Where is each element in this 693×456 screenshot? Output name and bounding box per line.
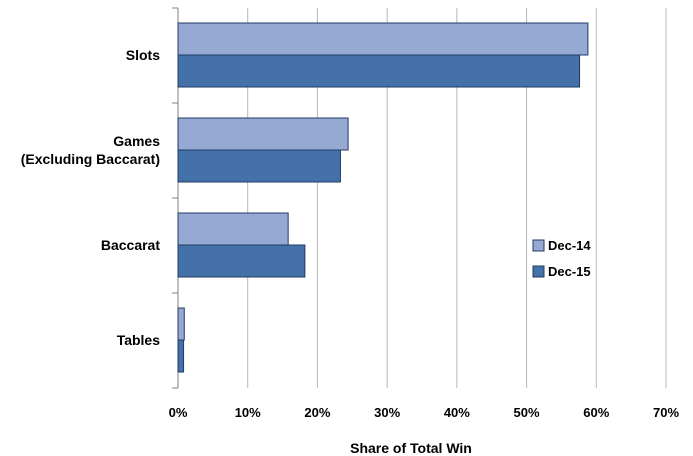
- bar-dec-14-games-excluding-baccarat-: [177, 117, 349, 151]
- x-tick-label: 60%: [583, 405, 609, 420]
- x-tick-label: 20%: [304, 405, 330, 420]
- x-tick-label: 40%: [444, 405, 470, 420]
- x-tick-label: 70%: [653, 405, 679, 420]
- legend-swatch-dec-14: [532, 239, 545, 252]
- bar-dec-14-tables: [177, 307, 185, 341]
- bar-dec-14-baccarat: [177, 212, 289, 246]
- x-tick-label: 50%: [514, 405, 540, 420]
- bar-dec-15-slots: [177, 54, 581, 88]
- legend-label: Dec-14: [548, 238, 591, 253]
- category-label: Slots: [126, 47, 160, 63]
- x-axis-label: Share of Total Win: [350, 440, 472, 456]
- legend-swatch-dec-15: [532, 265, 545, 278]
- category-label: Games: [113, 133, 160, 149]
- x-tick-label: 30%: [374, 405, 400, 420]
- bar-dec-15-games-excluding-baccarat-: [177, 149, 341, 183]
- bar-dec-14-slots: [177, 22, 589, 56]
- x-tick-label: 0%: [169, 405, 188, 420]
- bar-dec-15-baccarat: [177, 244, 306, 278]
- legend-label: Dec-15: [548, 264, 591, 279]
- x-tick-label: 10%: [235, 405, 261, 420]
- category-label: Baccarat: [101, 237, 160, 253]
- bar-dec-15-tables: [177, 339, 185, 373]
- category-label: (Excluding Baccarat): [21, 151, 160, 167]
- category-label: Tables: [117, 332, 161, 348]
